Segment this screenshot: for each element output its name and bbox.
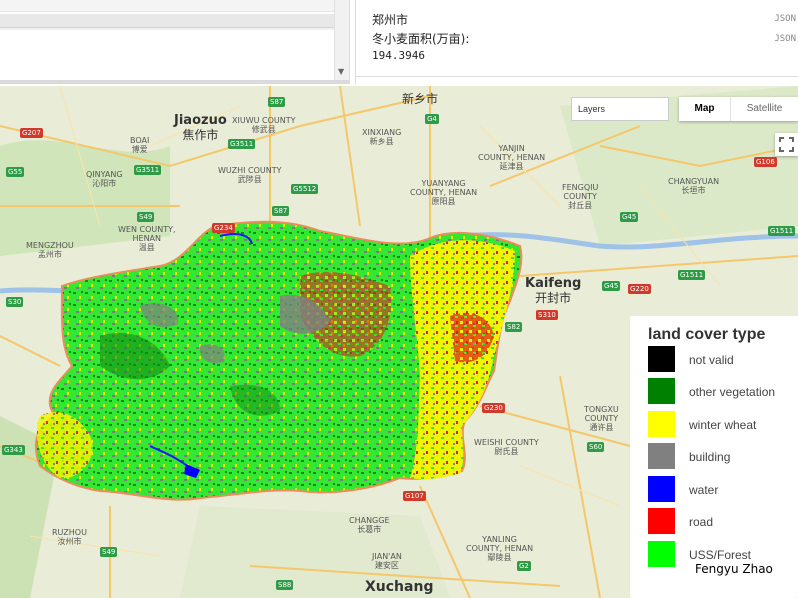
road-shield: S310: [536, 310, 558, 320]
road-shield: G234: [212, 223, 235, 233]
scrollbar[interactable]: ▼: [334, 0, 349, 84]
road-shield: G207: [20, 128, 43, 138]
place-label: WUZHI COUNTY 武陟县: [218, 166, 282, 184]
place-label: WEN COUNTY, HENAN 温县: [118, 225, 176, 252]
legend-panel: land cover type not valid other vegetatio…: [630, 316, 798, 598]
road-shield: G230: [482, 403, 505, 413]
city-label: Xuchang: [365, 579, 434, 595]
console-value: 194.3946: [372, 49, 425, 62]
place-label: XIUWU COUNTY 修武县: [232, 116, 296, 134]
legend-swatch: [648, 476, 675, 502]
legend-label: winter wheat: [689, 418, 757, 432]
road-shield: G45: [620, 212, 639, 222]
code-editor-panel: ▼: [0, 0, 350, 84]
map-view-button[interactable]: Map: [679, 97, 731, 121]
author-credit: Fengyu Zhao: [695, 562, 773, 576]
fullscreen-icon: [779, 137, 794, 152]
road-shield: G2: [517, 561, 531, 571]
divider: [356, 76, 798, 77]
road-shield: G5512: [291, 184, 319, 194]
fullscreen-button[interactable]: [775, 133, 798, 156]
road-shield: G45: [602, 281, 621, 291]
layers-dropdown[interactable]: Layers: [571, 97, 669, 121]
legend-label: USS/Forest: [689, 548, 752, 562]
road-shield: S49: [100, 547, 118, 557]
place-label: TONGXU COUNTY 通许县: [584, 405, 619, 432]
city-label: 新乡市: [402, 92, 439, 106]
legend-title: land cover type: [648, 326, 766, 343]
road-shield: G1511: [768, 226, 796, 236]
road-shield: G106: [754, 157, 777, 167]
road-shield: G343: [2, 445, 25, 455]
road-shield: S87: [268, 97, 286, 107]
legend-label: other vegetation: [689, 385, 776, 399]
json-link[interactable]: JSON: [774, 34, 796, 44]
place-label: FENGQIU COUNTY 封丘县: [562, 183, 599, 210]
json-link[interactable]: JSON: [774, 14, 796, 24]
editor-bar: [0, 28, 335, 30]
legend-swatch: [648, 541, 675, 567]
panel-resizer[interactable]: [0, 80, 349, 84]
place-label: YUANYANG COUNTY, HENAN 原阳县: [410, 179, 478, 206]
legend-swatch: [648, 508, 675, 534]
road-shield: G107: [403, 491, 426, 501]
place-label: JIAN'AN 建安区: [372, 552, 402, 570]
place-label: XINXIANG 新乡县: [362, 128, 402, 146]
city-label: Kaifeng 开封市: [525, 276, 582, 306]
road-shield: G55: [6, 167, 25, 177]
place-label: YANLING COUNTY, HENAN 鄢陵县: [466, 535, 534, 562]
place-label: CHANGGE 长葛市: [349, 516, 390, 534]
city-label: Jiaozuo 焦作市: [174, 113, 227, 143]
road-shield: S30: [6, 297, 24, 307]
place-label: CHANGYUAN 长垣市: [668, 177, 720, 195]
place-label: YANJIN COUNTY, HENAN 延津县: [478, 144, 546, 171]
place-label: QINYANG 沁阳市: [86, 170, 123, 188]
legend-label: not valid: [689, 353, 734, 367]
legend-label: water: [689, 483, 719, 497]
editor-bar: [0, 14, 335, 28]
legend-swatch: [648, 346, 675, 372]
road-shield: S87: [272, 206, 290, 216]
satellite-view-button[interactable]: Satellite: [746, 103, 783, 114]
console-label: 冬小麦面积(万亩):: [372, 32, 470, 46]
legend-swatch: [648, 411, 675, 437]
road-shield: G220: [628, 284, 651, 294]
road-shield: G1511: [678, 270, 706, 280]
legend-swatch: [648, 443, 675, 469]
legend-swatch: [648, 378, 675, 404]
map-canvas[interactable]: Jiaozuo 焦作市 新乡市 Kaifeng 开封市 Xuchang XIUW…: [0, 86, 798, 598]
road-shield: S49: [137, 212, 155, 222]
place-label: BOAI 博爱: [130, 136, 150, 154]
road-shield: G3511: [228, 139, 256, 149]
scroll-down-icon[interactable]: ▼: [338, 67, 345, 76]
map-type-control: Map Satellite: [679, 97, 798, 121]
editor-bar: [0, 0, 335, 12]
place-label: RUZHOU 汝州市: [52, 528, 87, 546]
legend-label: road: [689, 515, 714, 529]
place-label: MENGZHOU 孟州市: [26, 241, 74, 259]
legend-label: building: [689, 450, 731, 464]
road-shield: S60: [587, 442, 605, 452]
console-city: 郑州市: [372, 13, 409, 27]
place-label: WEISHI COUNTY 尉氏县: [474, 438, 539, 456]
road-shield: G3511: [134, 165, 162, 175]
road-shield: S82: [505, 322, 523, 332]
console-panel: 郑州市 冬小麦面积(万亩): 194.3946 JSON JSON: [355, 0, 798, 84]
road-shield: G4: [425, 114, 439, 124]
road-shield: S88: [276, 580, 294, 590]
